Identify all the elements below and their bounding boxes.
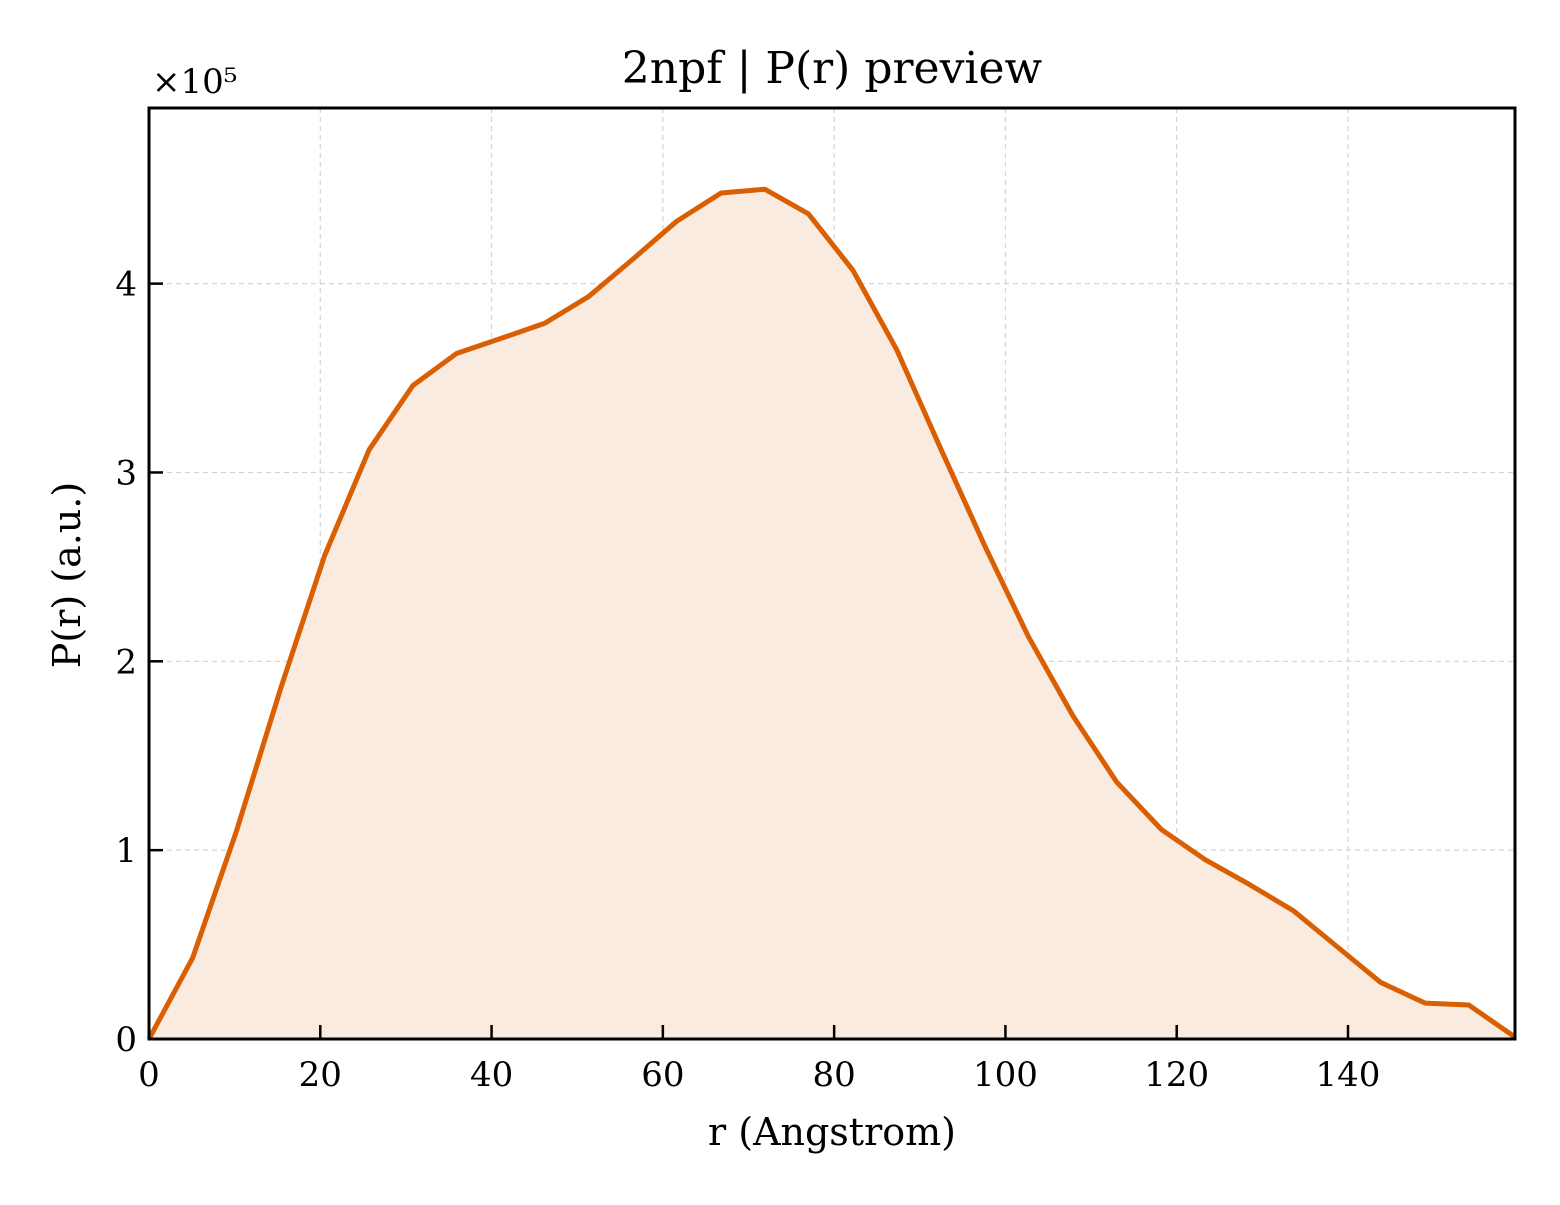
x-tick-label: 40 — [470, 1055, 513, 1095]
x-axis: 0 20 40 60 80 100 120 140 — [138, 1025, 1380, 1095]
y-axis-label: P(r) (a.u.) — [45, 482, 89, 668]
x-tick-label: 80 — [813, 1055, 856, 1095]
x-tick-label: 60 — [641, 1055, 684, 1095]
x-tick-label: 0 — [138, 1055, 160, 1095]
y-axis-multiplier: ×10⁵ — [152, 62, 237, 102]
x-tick-label: 120 — [1144, 1055, 1209, 1095]
x-tick-label: 100 — [973, 1055, 1038, 1095]
area-fill — [149, 189, 1515, 1039]
y-tick-label: 3 — [115, 453, 137, 493]
plot-frame — [147, 106, 1517, 1041]
y-axis: 0 1 2 3 4 — [115, 265, 163, 1060]
chart-title: 2npf | P(r) preview — [622, 43, 1043, 94]
y-tick-label: 2 — [115, 642, 137, 682]
y-tick-label: 1 — [115, 831, 137, 871]
series-line — [146, 186, 1517, 1041]
y-tick-label: 0 — [115, 1020, 137, 1060]
x-tick-label: 20 — [299, 1055, 342, 1095]
x-tick-label: 140 — [1316, 1055, 1381, 1095]
x-axis-label: r (Angstrom) — [708, 1110, 956, 1154]
y-tick-label: 4 — [115, 265, 137, 305]
